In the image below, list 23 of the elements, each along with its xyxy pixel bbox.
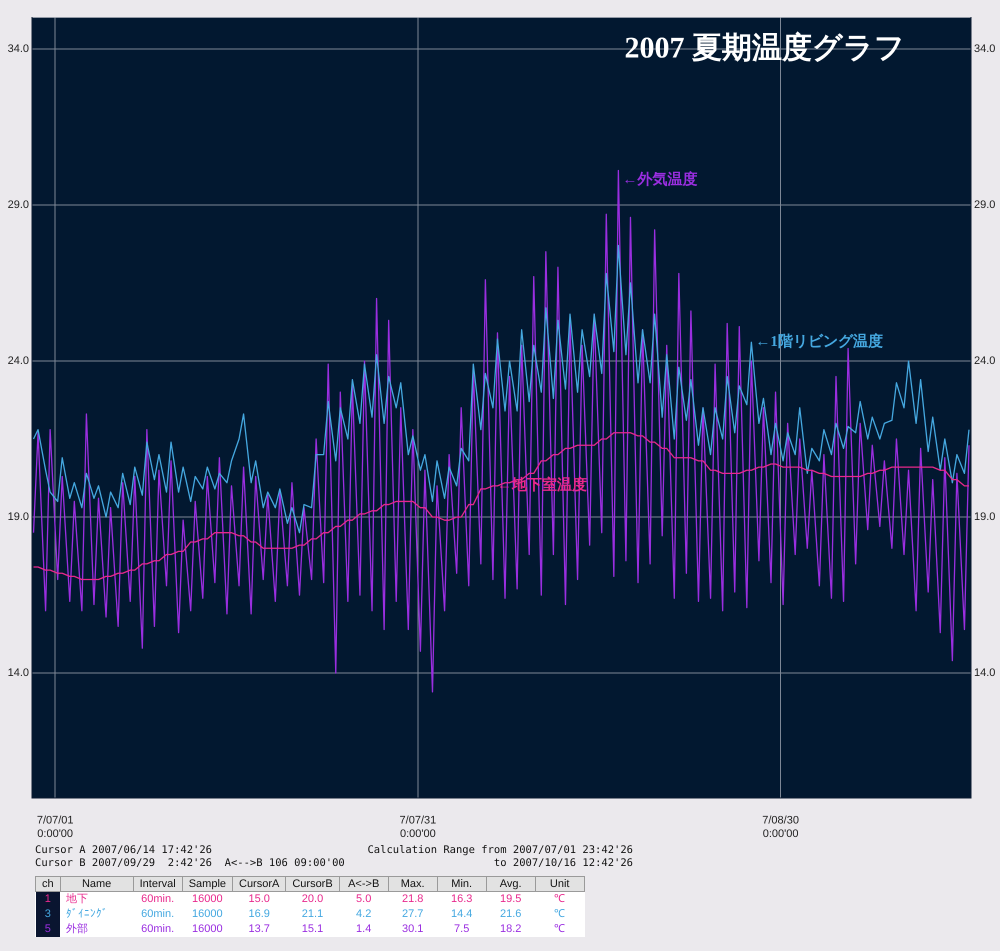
y-tick-label: 14.0 — [8, 667, 29, 680]
x-tick-label: 7/07/01 0:00'00 — [36, 814, 74, 840]
y2-tick-label: 24.0 — [974, 355, 996, 368]
x-tick-label: 7/08/30 0:00'00 — [762, 814, 799, 840]
text: Calculation Range from 2007/07/01 23:42'26 — [367, 844, 633, 857]
text: to 2007/10/16 12:42'26 — [492, 857, 633, 870]
text: ch Name Interval Sample CursorA CursorB A<->B Max. Min. Avg. Unit — [42, 878, 570, 890]
y-tick-label: 34.0 — [8, 42, 29, 55]
text: 5 外部 60min. 16000 13.7 15.1 1.4 30.1 7.5 18.2 ℃ — [44, 923, 566, 935]
text: 2007 夏期温度グラフ — [624, 30, 905, 64]
text: Cursor A 2007/06/14 17:42'26 — [35, 844, 214, 857]
y2-tick-label: 14.0 — [974, 667, 996, 680]
y2-tick-label: 19.0 — [974, 511, 996, 524]
y-tick-label: 24.0 — [8, 355, 29, 368]
y-tick-label: 19.0 — [8, 511, 29, 524]
y-tick-label: 29.0 — [8, 198, 29, 211]
text: 3 ﾀﾞｲﾆﾝｸﾞ 60min. 16000 16.9 21.1 4.2 27.7 14.4 21.6 ℃ — [44, 908, 566, 920]
y2-tick-label: 29.0 — [974, 198, 996, 211]
x-tick-label: 7/07/31 0:00'00 — [400, 814, 436, 840]
y2-tick-label: 34.0 — [974, 42, 996, 55]
text: Cursor B 2007/09/29 2:42'26 A<-->B 106 09:00'00 — [35, 857, 345, 870]
annotation: ←外気温度 — [622, 170, 698, 188]
text: 1 地下 60min. 16000 15.0 20.0 5.0 21.8 16.3 19.5 ℃ — [44, 893, 566, 906]
